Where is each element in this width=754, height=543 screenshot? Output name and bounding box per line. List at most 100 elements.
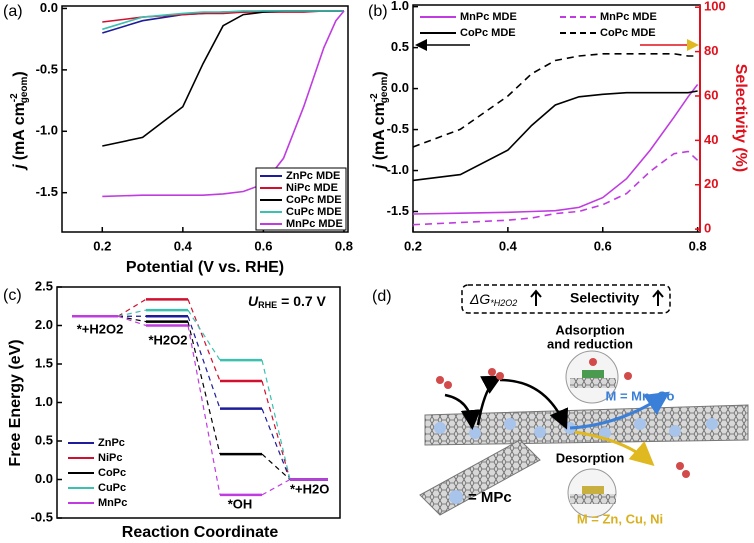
y-label-symbol: j [371,164,388,171]
diagram: (d) ΔG*H2O2 Selectivity Adsorption and r… [372,284,749,526]
adsorption-text: Adsorption [555,322,624,337]
selectivity-box [461,284,671,314]
y-tick-label: 0.5 [35,432,53,447]
y2-tick-label: 0 [704,221,711,236]
arrow [476,375,503,426]
x-tick-label: 0.2 [93,238,111,253]
y-label-close: ) [11,71,28,76]
y-tick-label: -1.5 [387,203,409,218]
annotation-text: = 0.7 V [281,293,326,309]
delta-g-symbol: ΔG [469,291,490,307]
desorption-text: Desorption [556,450,625,465]
y2-tick-label: 20 [704,176,718,191]
connector [261,408,291,480]
plot-frame [412,4,701,233]
desorb-metals: M = Zn, Cu, Ni [577,511,663,526]
x-tick-label: 0.4 [174,238,193,253]
series-line [412,84,699,215]
mpc-legend-dot [449,490,463,504]
y2-label: Selectivity (%) [732,64,749,172]
y-label: j (mA cm-2geom) [369,71,390,170]
panel-label: (b) [368,3,388,20]
connector [187,299,221,382]
y-tick-label: -0.5 [36,61,58,76]
y-tick-label: 0.0 [35,471,53,486]
legend-label: CoPc MDE [600,27,656,39]
y2-tick-label: 100 [704,0,726,14]
annotation-symbol: U [248,293,259,309]
x-tick-label: 0.4 [499,238,518,253]
connector [187,321,221,455]
up-arrow [530,289,542,306]
legend-label: MnPc MDE [460,11,517,23]
y-label: j (mA cm-2geom) [9,71,30,170]
state-label: *+H2O [290,481,329,496]
graphene [570,494,616,504]
legend-label: NiPc [98,452,122,464]
series-line [102,10,345,198]
legend-label: CoPc MDE [286,194,342,206]
y-label-sup: -2 [369,93,380,102]
connector [187,309,221,361]
connector [117,315,147,323]
annotation-sub: RHE [258,300,277,310]
x-label: Reaction Coordinate [122,524,279,541]
legend-label: ZnPc [98,437,125,449]
y-tick-label: 2.5 [35,278,53,293]
y-label-unit: (mA cm [371,102,388,160]
y2-tick-label: 60 [704,87,718,102]
series-line [102,10,344,34]
arrow [574,430,655,466]
x-tick-label: 0.2 [404,238,422,253]
legend-label: CuPc MDE [286,206,342,218]
y-label-symbol: j [11,164,28,171]
plot-frame [61,5,349,233]
adsorption-text: and reduction [547,336,633,351]
panel-label: (a) [3,3,23,20]
y-tick-label: -0.5 [31,509,53,524]
y-label-sup: -2 [9,93,20,102]
h2o2-molecules [436,368,690,478]
series-line [102,10,344,147]
panel-label: (d) [372,288,392,305]
y-label-close: ) [371,71,388,76]
legend-label: MnPc MDE [600,11,657,23]
adsorbate [589,358,597,366]
delta-g: ΔG*H2O2 [469,291,517,309]
y-tick-label: 0.5 [391,39,409,54]
mpc-legend: = MPc [468,489,512,506]
state-label: *+H2O2 [77,321,124,336]
y-tick-label: 2.0 [35,317,53,332]
y-tick-label: -0.5 [387,121,409,136]
legend-label: CoPc [98,467,126,479]
panel-label: (c) [3,287,22,304]
series-line [412,150,699,226]
connector [117,309,147,317]
molecule [582,486,604,494]
x-tick-label: 0.6 [594,238,612,253]
y-label: Free Energy (eV) [7,339,24,466]
x-tick-label: 0.8 [689,238,707,253]
y2-tick-label: 40 [704,132,718,147]
y-label-sub: geom [19,76,30,103]
arrow [569,391,670,430]
connector [187,325,221,496]
y-tick-label: -1.0 [387,162,409,177]
y-tick-label: 0.0 [40,0,58,15]
y-label-sub: geom [379,76,390,103]
molecule [582,370,604,378]
graphene [570,378,616,388]
mpc-sites [434,418,718,439]
connector [261,453,291,480]
delta-g-sub: *H2O2 [490,298,517,308]
up-arrow [652,289,664,306]
y2-tick-label: 80 [704,43,718,58]
arrow [444,393,481,430]
connector [261,360,291,480]
legend-label: ZnPc MDE [286,170,340,182]
connector [117,315,147,327]
x-label: Potential (V vs. RHE) [126,259,284,276]
legend-label: CoPc MDE [460,27,516,39]
adsorb-metals: M = Mn, Co [606,388,675,403]
